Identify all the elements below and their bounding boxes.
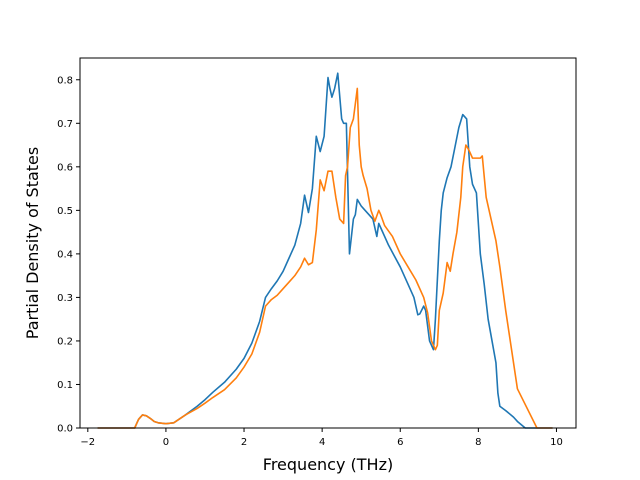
series-lines	[97, 72, 553, 429]
plot-frame	[79, 57, 577, 429]
x-axis-label: Frequency (THz)	[263, 455, 393, 474]
x-tick-label: −2	[80, 437, 95, 448]
y-tick-label: 0.2	[57, 336, 73, 347]
y-axis-label: Partial Density of States	[23, 147, 42, 339]
y-tick-label: 0.4	[57, 249, 73, 260]
x-tick-label: 4	[319, 437, 325, 448]
y-tick-label: 0.5	[57, 206, 73, 217]
x-tick-label: 8	[475, 437, 481, 448]
x-tick-label: 2	[241, 437, 247, 448]
y-tick-label: 0.7	[57, 119, 73, 130]
y-tick-label: 0.6	[57, 162, 73, 173]
y-tick-label: 0.8	[57, 75, 73, 86]
y-axis-ticks: 0.0 0.1 0.2 0.3 0.4 0.5 0.6 0.7 0.8	[57, 75, 80, 435]
x-tick-label: 10	[550, 437, 563, 448]
x-tick-label: 6	[397, 437, 403, 448]
x-tick-label: 0	[163, 437, 169, 448]
y-tick-label: 0.0	[57, 424, 73, 435]
series-line-2	[97, 87, 553, 429]
y-tick-label: 0.1	[57, 380, 73, 391]
y-tick-label: 0.3	[57, 293, 73, 304]
x-axis-ticks: −2 0 2 4 6 8 10	[80, 428, 563, 448]
